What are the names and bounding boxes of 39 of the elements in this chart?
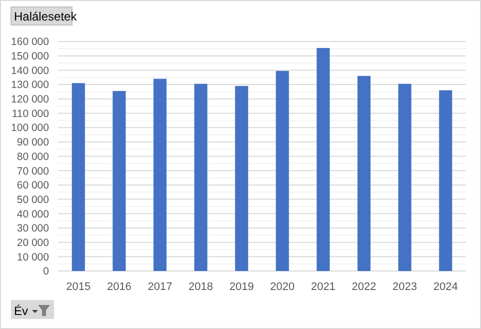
x-tick-label: 2017 (148, 281, 172, 293)
chart-title: Halálesetek (14, 10, 78, 24)
bar (398, 84, 412, 271)
y-tick-label: 150 000 (11, 50, 50, 63)
bar (112, 90, 126, 271)
y-tick-label: 50 000 (16, 194, 50, 206)
y-tick-label: 70 000 (16, 165, 50, 178)
x-tick-label: 2018 (188, 281, 214, 293)
x-tick-label: 2016 (106, 281, 132, 293)
y-tick-label: 60 000 (16, 180, 50, 192)
x-tick-label: 2019 (229, 281, 254, 293)
y-tick-label: 100 000 (11, 122, 50, 134)
x-tick-label: 2015 (66, 281, 91, 293)
x-axis-title: Év (14, 304, 28, 318)
bar (316, 48, 330, 271)
bar (72, 83, 85, 271)
y-tick-label: 40 000 (16, 208, 50, 220)
bar (235, 86, 248, 271)
y-tick-label: 120 000 (11, 94, 50, 106)
bar (439, 90, 452, 271)
bar (357, 76, 371, 271)
y-tick-label: 0 (43, 266, 50, 278)
y-tick-label: 90 000 (16, 136, 50, 149)
y-tick-label: 110 000 (12, 108, 50, 120)
bar (276, 70, 289, 271)
y-tick-label: 20 000 (16, 236, 50, 249)
y-tick-label: 30 000 (16, 222, 50, 235)
x-tick-label: 2020 (270, 281, 295, 293)
x-tick-label: 2023 (392, 281, 418, 293)
bar (153, 78, 167, 271)
y-tick-label: 130 000 (11, 79, 50, 92)
y-tick-label: 140 000 (11, 64, 50, 77)
y-tick-label: 80 000 (16, 150, 50, 163)
x-tick-label: 2022 (352, 281, 376, 293)
x-tick-label: 2024 (433, 281, 458, 293)
y-tick-label: 160 000 (11, 36, 50, 48)
bar (194, 84, 208, 271)
y-tick-label: 10 000 (16, 251, 50, 264)
x-tick-label: 2021 (310, 281, 336, 293)
